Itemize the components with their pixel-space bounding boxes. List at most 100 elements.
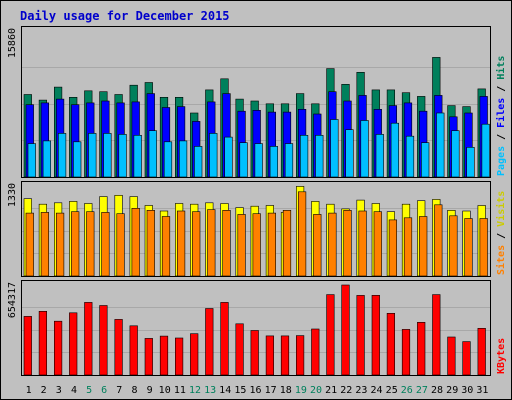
- bar-pages-day-31: [481, 123, 490, 178]
- bar-kbytes-day-11: [175, 337, 184, 376]
- bar-pages-day-20: [315, 135, 324, 178]
- bar-kbytes-day-20: [311, 328, 320, 376]
- bar-pages-day-1: [27, 143, 36, 178]
- x-tick-label-day-16: 16: [249, 385, 261, 396]
- chart-panels: 15860 Pages / Files / Hits 1330 Sites / Vis…: [7, 26, 507, 376]
- x-tick-label-day-29: 29: [446, 385, 458, 396]
- y-max-label: 1330: [7, 183, 18, 207]
- bar-pages-day-13: [209, 133, 218, 178]
- x-tick-label-day-17: 17: [265, 385, 277, 396]
- bar-sites-day-15: [237, 214, 246, 277]
- bar-kbytes-day-2: [38, 310, 47, 376]
- legend-separator: /: [496, 227, 507, 245]
- bar-sites-day-26: [403, 217, 413, 277]
- x-tick-label-day-1: 1: [26, 385, 32, 396]
- bar-kbytes-day-31: [477, 327, 486, 376]
- bar-pages-day-11: [179, 140, 188, 178]
- bar-pages-day-25: [390, 122, 400, 178]
- legend-entry: Files: [495, 98, 507, 128]
- bar-sites-day-18: [282, 210, 292, 277]
- legend-entry: KBytes: [496, 338, 507, 374]
- x-tick-label-day-6: 6: [101, 385, 107, 396]
- series-legend: Sites / Visits: [495, 191, 507, 275]
- bar-sites-day-5: [86, 211, 95, 277]
- bar-kbytes-day-7: [114, 319, 123, 376]
- bar-kbytes-day-12: [190, 333, 199, 376]
- bar-sites-day-1: [25, 212, 34, 277]
- x-tick-label-day-7: 7: [116, 385, 122, 396]
- bar-kbytes-day-19: [295, 335, 305, 376]
- bar-pages-day-17: [269, 146, 279, 178]
- bar-pages-day-27: [421, 142, 430, 178]
- bar-pages-day-24: [375, 134, 384, 178]
- bar-kbytes-day-25: [386, 312, 396, 376]
- bar-sites-day-4: [71, 211, 80, 277]
- bar-sites-day-30: [464, 218, 473, 277]
- bar-kbytes-day-10: [159, 335, 169, 376]
- bar-kbytes-day-30: [462, 341, 471, 376]
- bar-kbytes-day-16: [250, 330, 259, 376]
- bar-kbytes-day-22: [341, 284, 350, 376]
- series-legend: KBytes: [496, 338, 507, 374]
- bar-kbytes-day-15: [235, 323, 244, 376]
- x-tick-label-day-2: 2: [41, 385, 47, 396]
- bar-sites-day-22: [343, 210, 352, 277]
- x-tick-label-day-3: 3: [56, 385, 62, 396]
- bar-pages-day-19: [299, 135, 309, 178]
- bar-sites-day-20: [313, 214, 322, 277]
- bar-pages-day-22: [345, 129, 354, 178]
- bar-sites-day-16: [252, 213, 261, 277]
- x-tick-label-day-9: 9: [147, 385, 153, 396]
- bar-kbytes-day-23: [356, 295, 365, 376]
- y-max-label: 654317: [7, 282, 18, 318]
- bar-kbytes-day-9: [144, 338, 153, 376]
- bar-kbytes-day-17: [265, 335, 275, 376]
- bar-pages-day-30: [466, 147, 475, 178]
- panel-1: 15860 Pages / Files / Hits: [7, 26, 507, 178]
- bar-pages-day-16: [254, 143, 263, 178]
- bar-sites-day-25: [388, 219, 398, 277]
- bar-pages-day-5: [88, 133, 97, 178]
- x-tick-label-day-8: 8: [131, 385, 137, 396]
- x-tick-label-day-31: 31: [476, 385, 488, 396]
- bar-sites-day-13: [207, 209, 216, 277]
- bar-sites-day-10: [161, 216, 171, 277]
- series-legend: Pages / Files / Hits: [495, 56, 507, 176]
- bar-pages-day-2: [42, 140, 51, 178]
- bar-pages-day-29: [451, 130, 460, 178]
- x-tick-label-day-11: 11: [174, 385, 186, 396]
- bar-pages-day-23: [360, 120, 369, 178]
- bar-sites-day-23: [358, 210, 367, 277]
- bar-sites-day-6: [101, 212, 110, 277]
- bar-kbytes-day-18: [280, 335, 290, 376]
- bar-pages-day-28: [436, 112, 445, 178]
- bar-sites-day-27: [419, 216, 428, 277]
- legend-separator: /: [496, 80, 507, 98]
- x-tick-label-day-12: 12: [189, 385, 201, 396]
- x-tick-label-day-4: 4: [71, 385, 77, 396]
- bar-pages-day-12: [194, 146, 203, 178]
- bar-kbytes-day-24: [371, 294, 380, 376]
- panel-2: 1330 Sites / Visits: [7, 181, 507, 277]
- bar-kbytes-day-1: [23, 316, 32, 376]
- bar-kbytes-day-29: [447, 336, 456, 376]
- bar-kbytes-day-4: [69, 312, 78, 376]
- bar-sites-day-28: [434, 204, 443, 277]
- chart-title: Daily usage for December 2015: [20, 9, 230, 23]
- bar-sites-day-7: [116, 213, 125, 277]
- x-tick-label-day-15: 15: [234, 385, 246, 396]
- x-tick-label-day-26: 26: [401, 385, 413, 396]
- bar-pages-day-4: [73, 141, 82, 178]
- bar-pages-day-18: [284, 143, 294, 178]
- bar-sites-day-21: [328, 212, 337, 277]
- bar-sites-day-2: [40, 212, 49, 277]
- legend-entry: Sites: [495, 245, 507, 275]
- x-tick-label-day-18: 18: [280, 385, 292, 396]
- panel-3: 654317 KBytes: [7, 280, 507, 376]
- bar-sites-day-3: [55, 212, 65, 277]
- bar-kbytes-day-13: [205, 308, 214, 376]
- bar-pages-day-6: [103, 133, 112, 178]
- x-tick-label-day-10: 10: [159, 385, 171, 396]
